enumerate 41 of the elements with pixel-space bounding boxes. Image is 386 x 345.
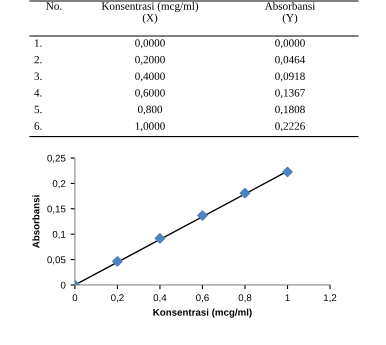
text: 0,6000 bbox=[135, 89, 165, 98]
text: 1,0000 bbox=[136, 122, 165, 132]
x-tick-label: 1 bbox=[286, 294, 290, 302]
text: 0,0000 bbox=[275, 39, 305, 48]
y-tick-label: 0,2 bbox=[52, 180, 66, 188]
x-axis-title: Konsentrasi (mcg/ml) bbox=[153, 308, 252, 318]
x-tick-label: 1,2 bbox=[324, 294, 336, 302]
y-tick-label: 0,15 bbox=[47, 206, 66, 214]
text: 0,1367 bbox=[275, 89, 305, 98]
x-tick-label: 0,4 bbox=[154, 294, 166, 302]
text: 0,2226 bbox=[275, 122, 305, 132]
x-tick-label: 0 bbox=[72, 294, 78, 302]
y-axis-title: Absorbansi bbox=[32, 195, 40, 248]
x-tick-label: 0,8 bbox=[238, 294, 252, 302]
point bbox=[154, 233, 166, 244]
text: Konsentrasi (mcg/ml) (X) bbox=[102, 2, 198, 24]
text: No. bbox=[46, 2, 62, 10]
text: 4. bbox=[34, 89, 42, 97]
text: 0,0000 bbox=[135, 39, 165, 48]
text: 2. bbox=[34, 56, 42, 64]
x-tick-label: 0,6 bbox=[196, 294, 209, 302]
text: 0,4000 bbox=[135, 72, 165, 82]
point bbox=[112, 256, 123, 267]
y-tick-label: 0 bbox=[60, 282, 66, 289]
text: 0,1808 bbox=[275, 106, 305, 115]
point bbox=[240, 188, 250, 198]
x-tick-label: 0,2 bbox=[111, 294, 124, 302]
text: 5. bbox=[34, 106, 42, 114]
point bbox=[282, 166, 293, 178]
text: 0,2000 bbox=[135, 56, 165, 65]
y-tick-label: 0,05 bbox=[47, 256, 66, 264]
text: 0,800 bbox=[138, 106, 162, 115]
text: 6. bbox=[34, 122, 42, 130]
text: Absorbansi (Y) bbox=[264, 2, 316, 24]
y-tick-label: 0,25 bbox=[47, 154, 66, 163]
text: 1. bbox=[34, 39, 42, 47]
text: 0,0464 bbox=[275, 56, 306, 65]
point bbox=[197, 210, 208, 221]
y-tick-label: 0,1 bbox=[52, 230, 66, 239]
text: 0,0918 bbox=[275, 72, 305, 82]
text: 3. bbox=[34, 72, 42, 80]
